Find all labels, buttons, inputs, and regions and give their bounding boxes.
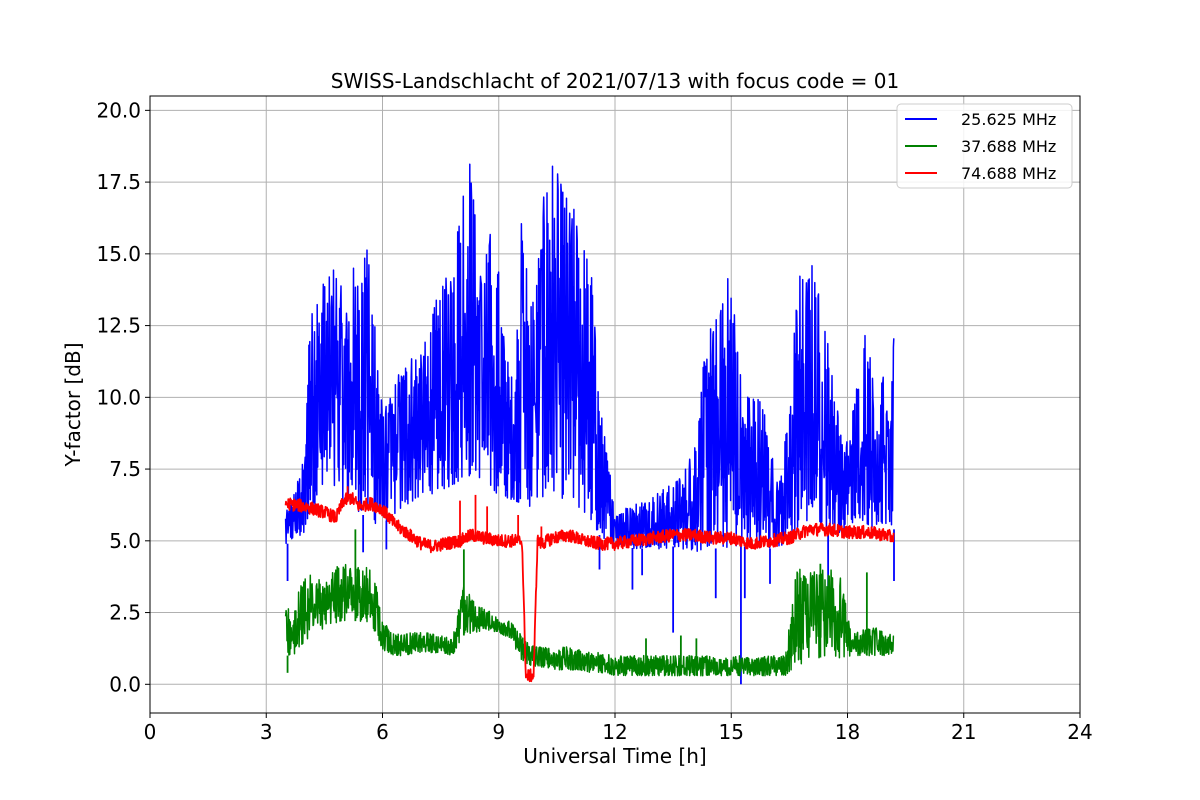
- y-tick-label: 17.5: [96, 170, 141, 194]
- x-tick-label: 18: [835, 720, 860, 744]
- y-tick-label: 12.5: [96, 314, 141, 338]
- y-tick-label: 10.0: [96, 385, 141, 409]
- y-tick-label: 7.5: [109, 457, 141, 481]
- legend-box: [896, 103, 1073, 189]
- y-tick-label: 20.0: [96, 98, 141, 122]
- series-74688-line: [284, 492, 895, 683]
- series-37688-line: [284, 563, 895, 677]
- y-tick-label: 0.0: [109, 672, 141, 696]
- x-tick-label: 9: [492, 720, 505, 744]
- series-25625-line: [284, 163, 895, 552]
- x-tick-label: 24: [1067, 720, 1092, 744]
- y-tick-label: 5.0: [109, 529, 141, 553]
- legend-label: 74.688 MHz: [961, 164, 1056, 183]
- ticks: 0 3 6 9 12 15 18 21 24 0.0 2.5 5.0 7.5 10.0 12.5 15.0 17…: [96, 98, 1092, 744]
- y-tick-label: 2.5: [109, 601, 141, 625]
- legend-label: 25.625 MHz: [961, 110, 1056, 129]
- x-tick-label: 3: [260, 720, 273, 744]
- x-tick-label: 0: [144, 720, 157, 744]
- x-tick-label: 21: [951, 720, 976, 744]
- legend: 25.625 MHz 37.688 MHz 74.688 MHz: [896, 103, 1073, 189]
- x-tick-label: 12: [602, 720, 627, 744]
- y-tick-label: 15.0: [96, 242, 141, 266]
- series-layer: [284, 163, 895, 685]
- x-axis-label: Universal Time [h]: [523, 744, 706, 768]
- legend-label: 37.688 MHz: [961, 137, 1056, 156]
- x-tick-label: 15: [719, 720, 744, 744]
- y-axis-label: Y-factor [dB]: [61, 342, 85, 467]
- x-tick-label: 6: [376, 720, 389, 744]
- chart-title: SWISS-Landschlacht of 2021/07/13 with fo…: [331, 69, 899, 93]
